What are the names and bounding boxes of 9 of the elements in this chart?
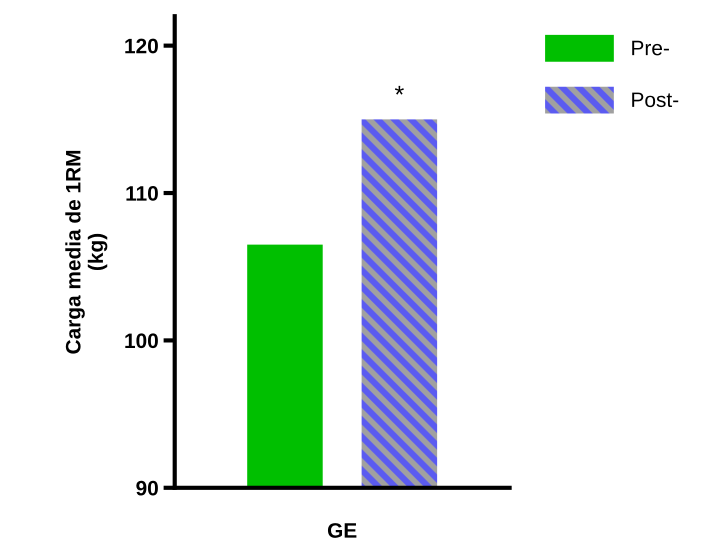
legend-label: Pre- — [632, 40, 669, 56]
x-tick-label: GE — [328, 523, 356, 538]
y-tick-label: 110 — [126, 186, 158, 201]
y-tick-label: 120 — [125, 38, 158, 54]
y-tick-label: 100 — [125, 333, 158, 348]
y-tick-label: 90 — [136, 480, 158, 496]
y-axis-title: Carga media de 1RM (kg) — [65, 150, 108, 354]
legend-label: Post- — [632, 92, 678, 108]
annotation: * — [394, 86, 404, 95]
